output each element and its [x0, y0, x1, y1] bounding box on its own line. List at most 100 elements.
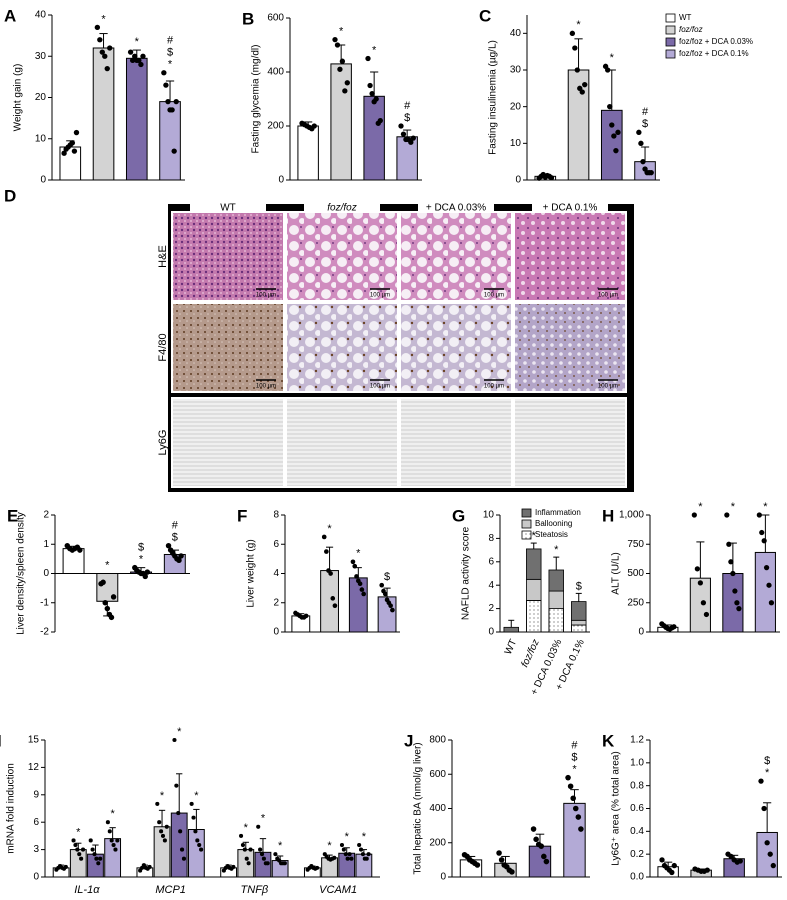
data-point — [498, 857, 505, 863]
row-label: Ly6G — [157, 430, 169, 456]
data-point — [88, 838, 93, 843]
micrograph — [399, 397, 513, 488]
data-point — [408, 139, 414, 145]
data-point — [162, 838, 167, 843]
significance: $ — [172, 532, 178, 544]
significance: $ — [384, 571, 390, 583]
data-point — [73, 842, 78, 848]
row-label: F4/80 — [157, 333, 169, 361]
legend-swatch — [665, 49, 676, 59]
data-point — [728, 853, 734, 860]
y-axis-title: ALT (U/L) — [611, 552, 622, 594]
bar — [754, 551, 776, 633]
y-axis-title: Ly6G⁺ area (% total area) — [611, 751, 622, 865]
data-point — [197, 842, 202, 848]
data-point — [332, 603, 338, 608]
y-tick-label: 0.0 — [630, 872, 644, 883]
micrograph — [399, 302, 513, 393]
data-point — [509, 869, 515, 875]
data-point — [697, 580, 703, 586]
bar-segment-hatch — [526, 600, 542, 633]
significance: * — [135, 36, 140, 48]
data-point — [94, 856, 99, 861]
data-point — [265, 861, 270, 866]
significance: # — [167, 35, 174, 47]
data-point — [102, 53, 108, 59]
micrograph — [171, 397, 285, 488]
significance: * — [139, 554, 144, 566]
micrograph — [171, 302, 285, 393]
data-point — [178, 829, 183, 834]
data-point — [248, 847, 253, 852]
bar-segment — [526, 578, 542, 601]
panel-label: A — [4, 6, 16, 25]
data-point — [358, 847, 364, 852]
data-point — [344, 80, 350, 86]
data-point — [104, 65, 110, 72]
legend-swatch — [665, 13, 676, 23]
significance: # — [404, 100, 411, 112]
data-point — [92, 852, 97, 857]
y-tick-label: 4 — [273, 568, 279, 579]
data-point — [132, 53, 138, 59]
significance: $ — [167, 47, 173, 59]
data-point — [359, 587, 365, 592]
data-point — [724, 512, 730, 518]
data-point — [80, 847, 86, 852]
x-tick-label: IL-1α — [74, 884, 100, 896]
data-point — [193, 829, 198, 834]
data-point — [161, 70, 167, 76]
legend-swatch — [521, 508, 532, 518]
data-point — [111, 842, 116, 848]
x-tick-label: WT — [503, 638, 520, 657]
data-point — [533, 836, 539, 843]
data-point — [357, 842, 362, 848]
y-tick-label: 0 — [515, 175, 521, 186]
data-point — [129, 57, 136, 64]
panel-label: J — [404, 731, 413, 750]
bar-segment — [548, 590, 564, 609]
significance: * — [372, 44, 377, 56]
data-point — [142, 573, 148, 580]
data-point — [700, 600, 707, 606]
data-point — [357, 581, 363, 587]
data-point — [159, 829, 164, 834]
data-point — [165, 542, 172, 549]
bar — [363, 95, 385, 181]
micrograph — [285, 397, 399, 488]
data-point — [579, 89, 585, 95]
y-tick-label: 6 — [488, 556, 494, 567]
panel-label: K — [602, 731, 615, 750]
y-tick-label: 4 — [488, 580, 494, 591]
x-tick-label: foz/foz — [519, 638, 541, 669]
significance: * — [731, 501, 736, 513]
data-point — [763, 565, 770, 571]
data-point — [240, 842, 246, 848]
data-point — [609, 122, 615, 128]
legend-label: Steatosis — [535, 530, 568, 539]
data-point — [572, 45, 578, 51]
data-point — [176, 811, 181, 816]
significance: * — [698, 501, 703, 513]
significance: * — [105, 559, 110, 571]
data-point — [736, 605, 742, 612]
significance: # — [642, 106, 649, 118]
significance: * — [177, 726, 182, 738]
significance: # — [172, 520, 179, 532]
data-point — [530, 826, 537, 832]
bar — [600, 109, 623, 181]
significance: * — [345, 831, 350, 843]
significance: * — [110, 808, 115, 820]
data-point — [231, 864, 236, 870]
data-point — [311, 123, 317, 129]
data-point — [352, 563, 358, 569]
data-point — [640, 158, 646, 165]
bar — [237, 849, 255, 878]
bar — [92, 47, 115, 181]
data-point — [638, 140, 644, 147]
y-axis-title: Fasting glycemia (mg/dl) — [251, 45, 262, 154]
y-tick-label: 9 — [33, 789, 39, 800]
data-point — [75, 847, 80, 852]
bar — [722, 573, 744, 633]
